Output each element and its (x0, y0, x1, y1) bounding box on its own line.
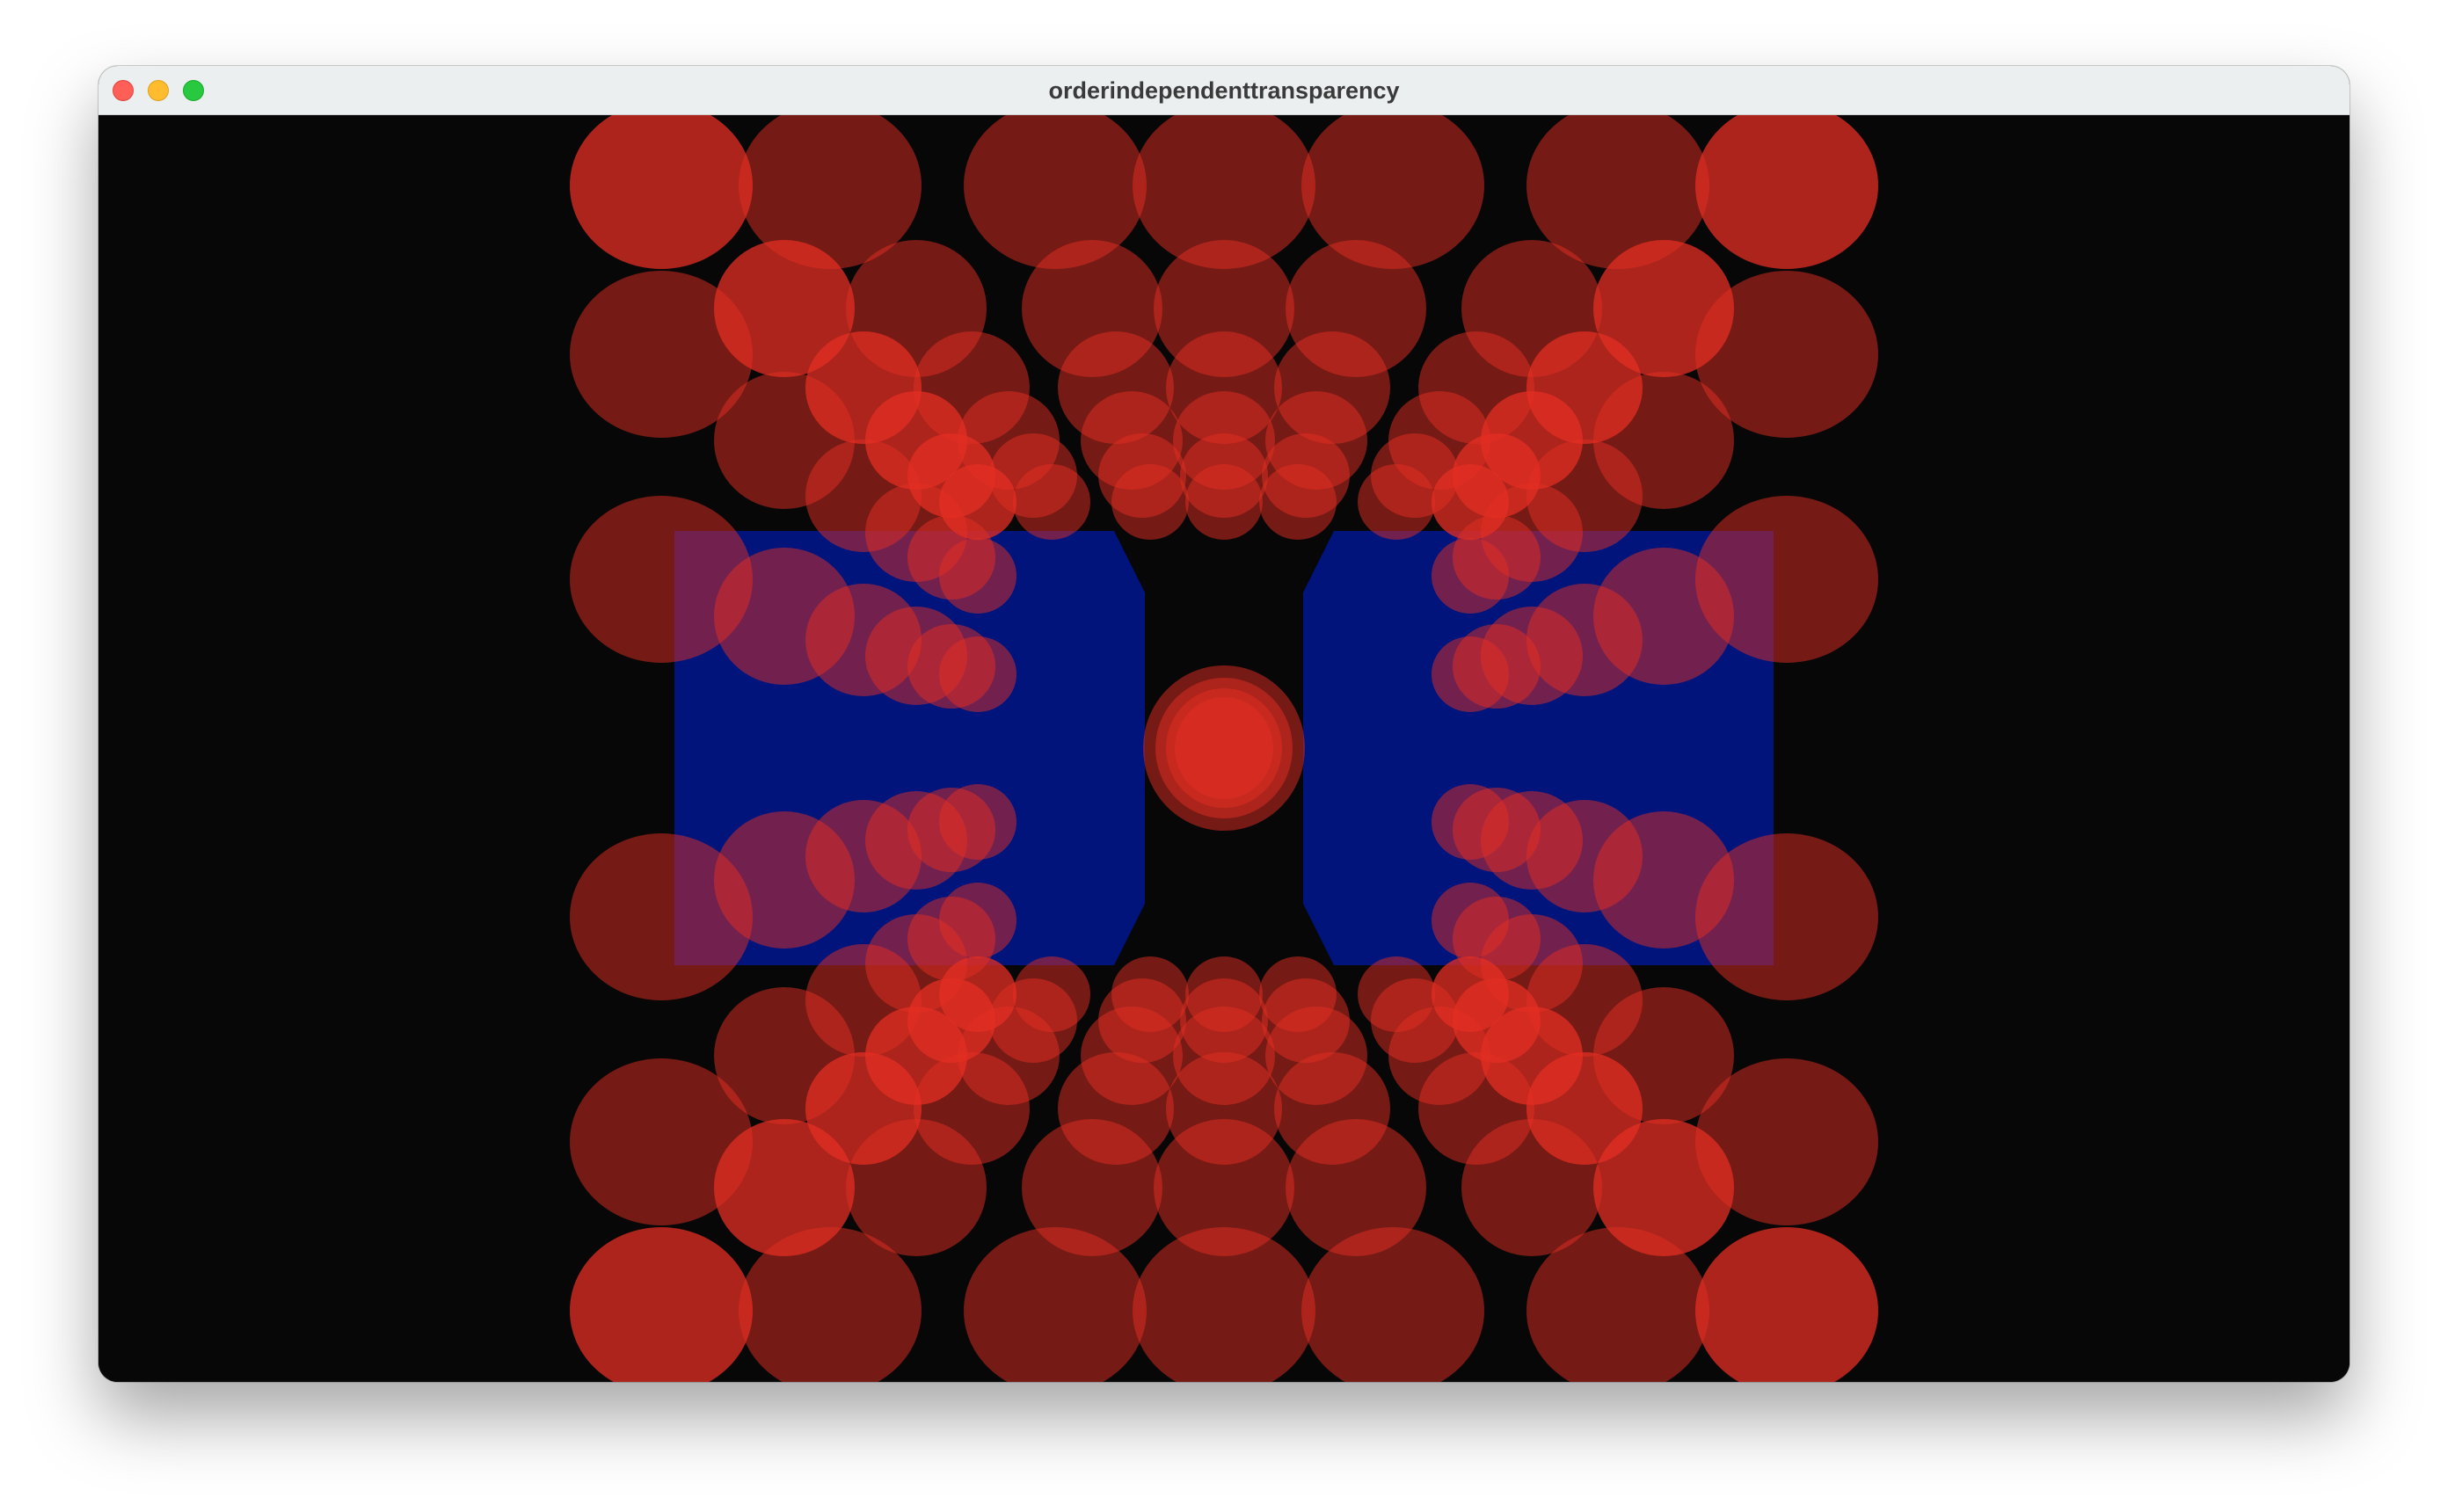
transparent-sphere (1593, 240, 1734, 377)
transparent-sphere (570, 496, 753, 663)
transparent-sphere (1526, 1227, 1709, 1382)
transparent-sphere (1593, 1119, 1734, 1256)
render-viewport[interactable] (98, 115, 2350, 1382)
transparent-sphere (1432, 784, 1509, 860)
transparent-sphere (570, 833, 753, 1000)
transparent-sphere (939, 538, 1016, 614)
transparent-sphere (1301, 1227, 1484, 1382)
transparent-sphere (964, 1227, 1147, 1382)
transparent-sphere (1358, 956, 1435, 1032)
transparent-sphere (1154, 1119, 1294, 1256)
transparent-sphere (1111, 956, 1189, 1032)
transparent-sphere (570, 1227, 753, 1382)
transparent-sphere (1695, 1058, 1878, 1225)
transparent-sphere (1259, 464, 1337, 540)
close-button[interactable] (113, 80, 134, 101)
transparent-sphere (570, 1058, 753, 1225)
transparent-sphere (570, 271, 753, 438)
transparent-sphere (1013, 956, 1090, 1032)
title-bar[interactable]: orderindependenttransparency (98, 66, 2350, 115)
transparent-sphere (1358, 464, 1435, 540)
transparent-sphere (964, 115, 1147, 269)
transparent-sphere (1013, 464, 1090, 540)
transparent-sphere (739, 115, 922, 269)
sphere-layer (570, 115, 1878, 1382)
transparent-sphere (1695, 833, 1878, 1000)
transparent-sphere (570, 115, 753, 269)
transparent-sphere (1695, 496, 1878, 663)
transparent-sphere (1526, 115, 1709, 269)
transparent-sphere (1301, 115, 1484, 269)
transparent-sphere (1111, 464, 1189, 540)
transparent-sphere (1695, 115, 1878, 269)
transparent-sphere (1432, 636, 1509, 712)
transparent-sphere (1695, 271, 1878, 438)
window-title: orderindependenttransparency (1048, 77, 1400, 104)
transparent-sphere (714, 240, 855, 377)
transparent-sphere (1133, 115, 1315, 269)
transparent-sphere (1133, 1227, 1315, 1382)
transparent-sphere (1695, 1227, 1878, 1382)
zoom-button[interactable] (183, 80, 204, 101)
transparent-sphere (939, 784, 1016, 860)
transparent-sphere (1185, 956, 1263, 1032)
transparency-scene (98, 115, 2350, 1382)
transparent-sphere (1432, 883, 1509, 958)
transparent-sphere (1432, 956, 1509, 1032)
transparent-sphere (1185, 464, 1263, 540)
transparent-sphere (939, 464, 1016, 540)
transparent-sphere (1259, 956, 1337, 1032)
transparent-sphere (714, 1119, 855, 1256)
app-window: orderindependenttransparency (98, 66, 2350, 1382)
transparent-sphere (939, 636, 1016, 712)
transparent-sphere (1432, 538, 1509, 614)
transparent-sphere (739, 1227, 922, 1382)
transparent-sphere (1432, 464, 1509, 540)
transparent-sphere (939, 956, 1016, 1032)
transparent-sphere (1154, 240, 1294, 377)
minimize-button[interactable] (148, 80, 169, 101)
transparent-sphere (939, 883, 1016, 958)
transparent-sphere (1175, 697, 1273, 799)
